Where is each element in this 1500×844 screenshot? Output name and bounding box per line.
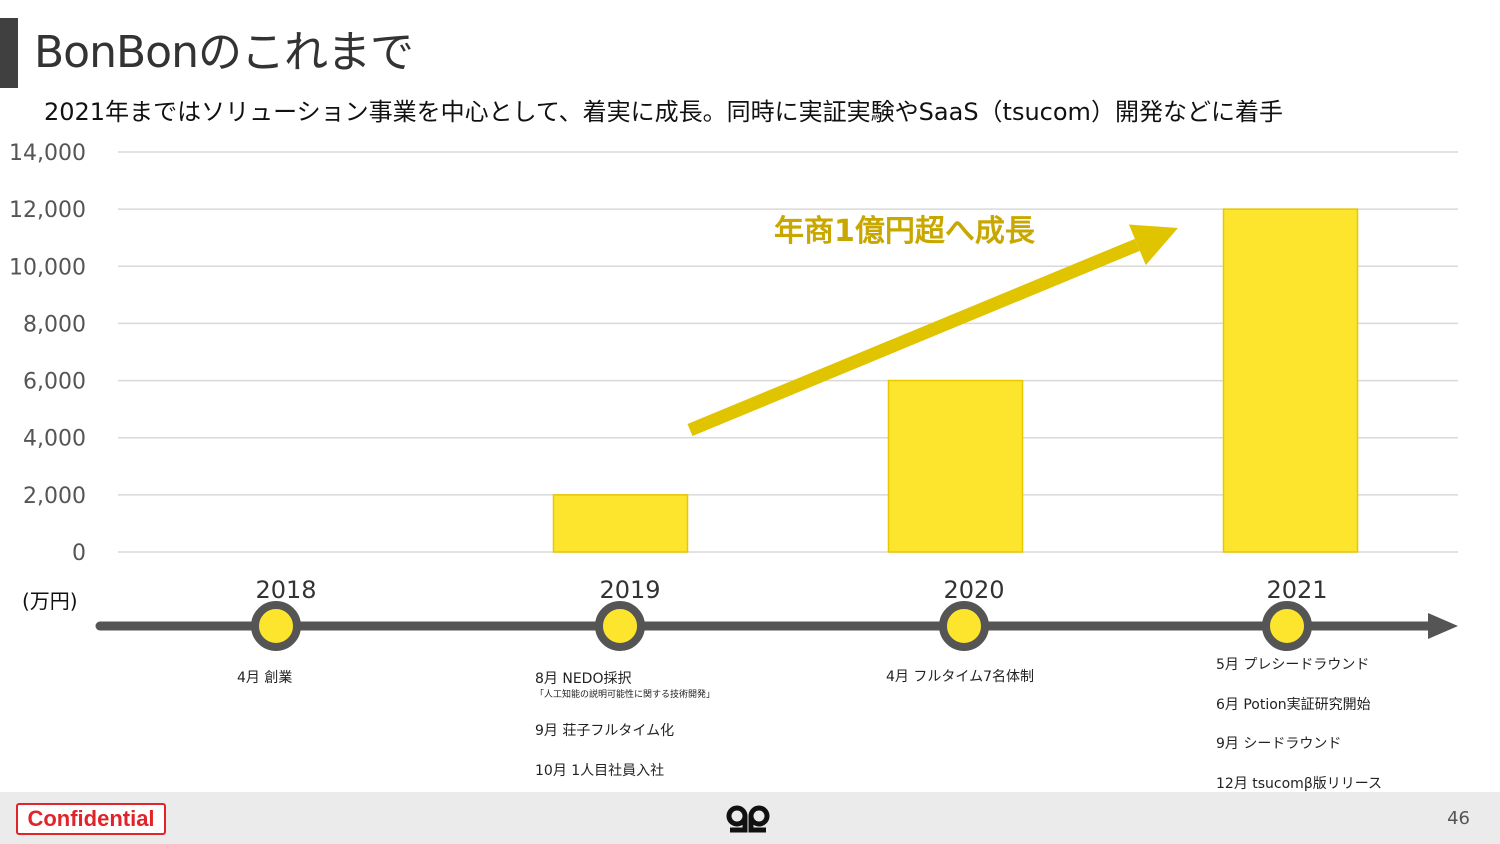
timeline-node-2019 [595, 601, 645, 651]
page-number: 46 [1447, 808, 1470, 829]
title-accent-bar [0, 18, 18, 88]
event-2021-1: 5月 プレシードラウンド [1216, 657, 1370, 673]
y-tick-label: 2,000 [23, 484, 86, 509]
bar-2019 [552, 494, 689, 553]
y-tick-label: 6,000 [23, 370, 86, 395]
event-2019-3: 10月 1人目社員入社 [535, 763, 665, 779]
y-tick-label: 14,000 [9, 141, 86, 166]
timeline-year-2018: 2018 [255, 576, 316, 604]
event-2019-2: 9月 荘子フルタイム化 [535, 723, 675, 739]
y-axis-unit-label: (万円) [22, 589, 78, 613]
event-2019-1: 8月 NEDO採択 [535, 671, 632, 687]
timeline-arrowhead [1428, 613, 1458, 639]
y-tick-label: 8,000 [23, 312, 86, 337]
growth-arrow-head [1128, 224, 1178, 266]
page-subtitle: 2021年まではソリューション事業を中心として、着実に成長。同時に実証実験やSa… [44, 98, 1283, 126]
y-tick-label: 4,000 [23, 427, 86, 452]
page-title: BonBonのこれまで [34, 27, 414, 78]
event-2019-1-detail: 「人工知能の説明可能性に関する技術開発」 [535, 690, 716, 700]
timeline-node-2020 [939, 601, 989, 651]
timeline-year-2021: 2021 [1266, 576, 1327, 604]
y-tick-label: 10,000 [9, 255, 86, 280]
event-2018-1: 4月 創業 [237, 670, 293, 686]
bonbon-logo-icon [726, 805, 770, 833]
timeline-year-2020: 2020 [943, 576, 1004, 604]
bar-2021 [1222, 208, 1359, 553]
revenue-chart: 0 2,000 4,000 6,000 8,000 10,000 12,000 14,000 2… [9, 141, 1458, 651]
timeline-year-2019: 2019 [599, 576, 660, 604]
timeline-node-2018 [251, 601, 301, 651]
growth-arrow-shaft [687, 238, 1140, 437]
event-2021-2: 6月 Potion実証研究開始 [1216, 697, 1371, 713]
confidential-stamp: Confidential [16, 803, 166, 835]
y-tick-label: 12,000 [9, 198, 86, 223]
event-2020-1: 4月 フルタイム7名体制 [886, 669, 1034, 685]
event-2021-4: 12月 tsucomβ版リリース [1216, 776, 1383, 792]
growth-annotation: 年商1億円超へ成長 [774, 214, 1035, 249]
event-2021-3: 9月 シードラウンド [1216, 736, 1342, 752]
bar-2020 [887, 379, 1024, 553]
y-tick-label: 0 [72, 541, 86, 566]
timeline-node-2021 [1262, 601, 1312, 651]
